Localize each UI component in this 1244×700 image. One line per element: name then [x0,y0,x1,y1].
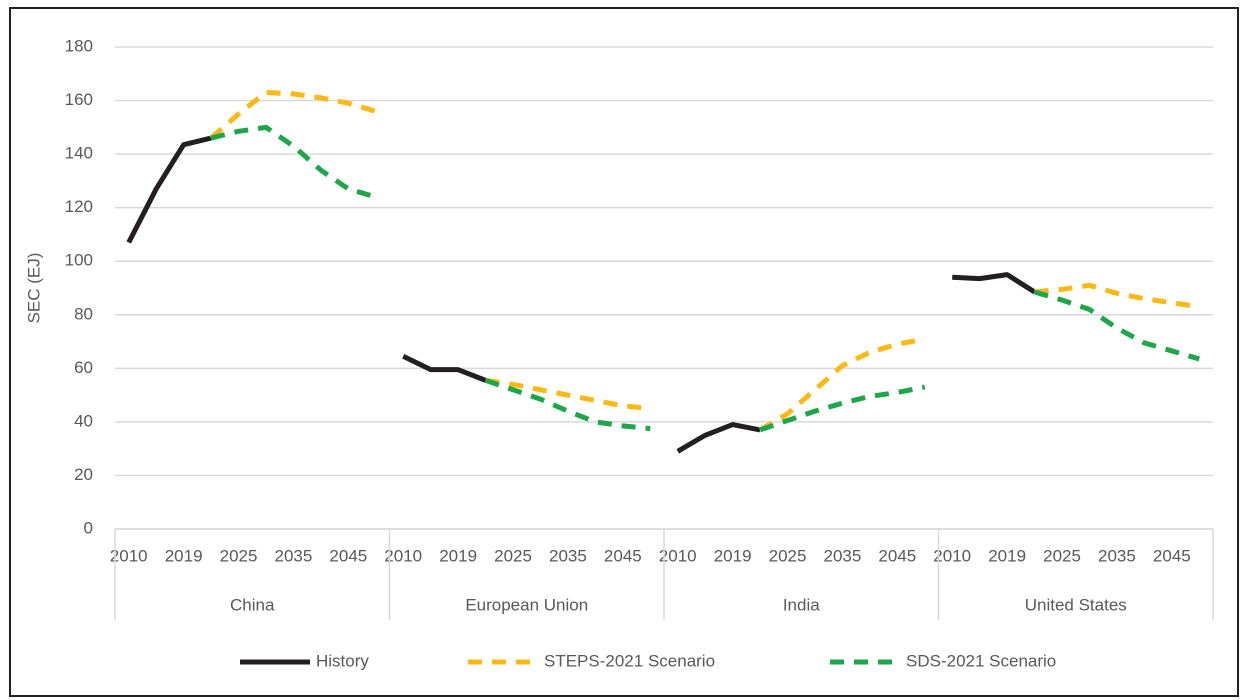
legend-label: STEPS-2021 Scenario [544,651,715,670]
chart-frame [9,7,1239,697]
y-tick-label: 140 [65,144,93,163]
y-tick-label: 60 [74,358,93,377]
legend-label: History [316,651,369,670]
group-label: United States [1025,595,1127,614]
y-tick-label: 0 [84,518,93,537]
x-tick-label: 2010 [110,546,148,565]
y-tick-label: 20 [74,465,93,484]
x-tick-label: 2019 [165,546,203,565]
x-tick-label: 2035 [824,546,862,565]
x-tick-label: 2019 [439,546,477,565]
x-tick-label: 2045 [329,546,367,565]
x-tick-label: 2019 [714,546,752,565]
series-line [126,135,1036,454]
x-tick-label: 2025 [1043,546,1081,565]
group-label: China [230,595,275,614]
x-tick-label: 2045 [604,546,642,565]
y-tick-label: 160 [65,90,93,109]
series-line [209,90,1200,433]
x-tick-label: 2025 [769,546,807,565]
y-tick-label: 40 [74,411,93,430]
x-tick-label: 2025 [220,546,258,565]
x-tick-label: 2035 [549,546,587,565]
group-label: India [783,595,820,614]
x-tick-label: 2035 [1098,546,1136,565]
y-tick-label: 180 [65,36,93,55]
x-tick-label: 2035 [275,546,313,565]
x-tick-label: 2010 [384,546,422,565]
x-tick-label: 2010 [659,546,697,565]
x-tick-label: 2025 [494,546,532,565]
x-tick-label: 2010 [933,546,971,565]
x-tick-label: 2045 [878,546,916,565]
y-axis-label: SEC (EJ) [24,253,43,324]
x-tick-label: 2045 [1153,546,1191,565]
legend-label: SDS-2021 Scenario [906,651,1056,670]
y-tick-label: 80 [74,304,93,323]
group-label: European Union [465,595,588,614]
x-tick-label: 2019 [988,546,1026,565]
y-tick-label: 100 [65,251,93,270]
y-tick-label: 120 [65,197,93,216]
